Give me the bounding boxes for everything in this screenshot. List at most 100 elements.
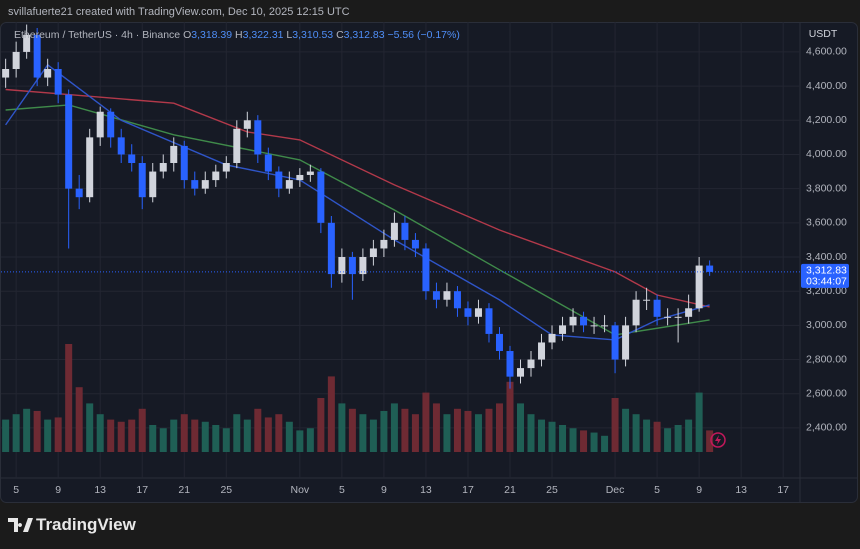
volume-bar [2,419,10,452]
candle-body [117,137,125,155]
countdown: 03:44:07 [806,276,847,288]
last-price-label: 3,312.83 [806,265,847,277]
volume-bar [495,403,503,452]
candle-body [285,180,293,189]
candle-body [180,145,188,181]
candle-body [222,163,230,172]
quote-key: C [336,29,344,41]
candle-body [706,265,714,272]
volume-bar [464,410,472,452]
volume-bar [296,430,304,452]
candle-body [12,51,20,70]
candle-body [622,325,630,360]
candle-body [664,316,672,318]
candle-body [411,239,419,249]
volume-bar [138,408,146,452]
volume-bar [285,421,293,452]
x-tick-label: 17 [462,484,474,496]
volume-bar [86,403,94,452]
candle-body [506,351,514,377]
volume-bar [674,425,682,452]
candle-body [75,188,83,198]
y-tick-label: 4,400.00 [806,80,847,92]
volume-bar [569,428,577,452]
candle-body [317,171,325,223]
logo-mark [8,518,33,532]
volume-bar [695,392,703,452]
volume-bar [432,403,440,452]
x-tick-label: 9 [696,484,702,496]
quote-value: 3,312.83 [343,29,385,41]
candle-body [149,171,157,198]
y-tick-label: 3,400.00 [806,251,847,263]
volume-bar [254,408,262,452]
volume-bar [170,419,178,452]
volume-bar [338,403,346,452]
candle-body [254,120,262,155]
candle-body [33,34,41,78]
change-pct: (−0.17%) [416,29,460,41]
volume-bar [538,419,546,452]
candle-body [212,171,220,181]
candle-body [580,316,588,326]
candle-body [464,308,472,317]
alert-bolt [715,435,721,445]
candle-body [611,325,619,360]
volume-bar [369,419,377,452]
y-tick-label: 3,800.00 [806,182,847,194]
symbol-title: Ethereum / TetherUS · 4h · Binance [14,29,181,41]
volume-bar [422,392,430,452]
alert-icon[interactable] [710,432,726,448]
volume-bar [264,417,272,452]
x-tick-label: 17 [777,484,789,496]
x-tick-label: 5 [339,484,345,496]
candle-body [538,342,546,360]
x-tick-label: 13 [94,484,106,496]
y-tick-label: 4,200.00 [806,114,847,126]
volume-bar [664,428,672,452]
candle-body [559,325,567,334]
candle-body [632,299,640,326]
candle-body [96,111,104,138]
volume-bar [506,381,514,452]
chart-legend: Ethereum / TetherUS · 4h · Binance O 3,31… [14,29,460,41]
quote-key: O [183,29,192,41]
candle-body [390,222,398,240]
y-tick-label: 4,000.00 [806,148,847,160]
volume-bar [632,414,640,452]
quote-key: L [286,29,293,41]
chart: USDT 2,400.00 2,600.00 2,800.00 3,000.00 3,2… [0,22,858,503]
candle-body [485,308,493,334]
volume-bar [317,398,325,452]
candle-body [685,308,693,317]
volume-bar [653,421,661,452]
volume-bar [390,403,398,452]
candle-body [401,222,409,240]
candle-body [348,257,356,275]
candle-body [548,333,556,343]
volume [2,344,714,452]
x-tick-label: 25 [220,484,232,496]
change: −5.56 [387,29,415,41]
candle-body [474,308,482,317]
volume-bar [233,414,241,452]
candle-body [65,94,73,189]
volume-bar [65,344,73,452]
candle-body [327,222,335,275]
volume-bar [275,414,283,452]
volume-bar [411,414,419,452]
volume-bar [117,421,125,452]
y-tick-label: 3,200.00 [806,285,847,297]
volume-bar [685,419,693,452]
y-tick-label: 3,000.00 [806,319,847,331]
candle-body [695,265,703,309]
candle-body [107,111,115,138]
x-tick-label: 5 [654,484,660,496]
moving-average [5,88,710,308]
candle-body [170,145,178,164]
x-tick-label: 21 [178,484,190,496]
volume-bar [348,408,356,452]
x-tick-label: 5 [13,484,19,496]
volume-bar [107,419,115,452]
x-tick-label: 17 [136,484,148,496]
